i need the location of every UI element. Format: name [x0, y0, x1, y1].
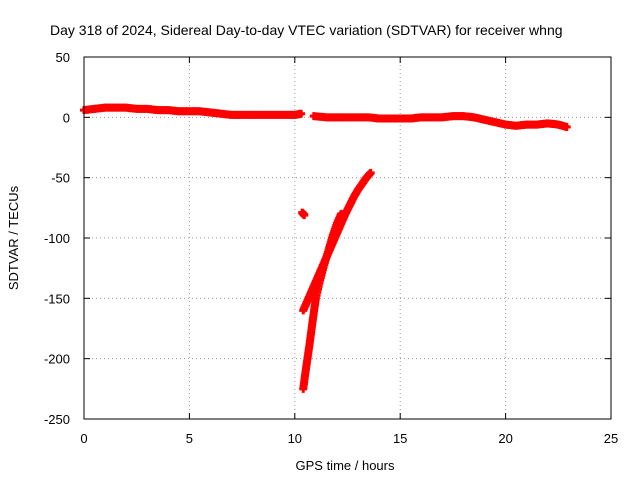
data-point: [300, 211, 309, 220]
x-tick-label: 0: [80, 431, 87, 446]
y-axis-label: SDTVAR / TECUs: [6, 185, 21, 290]
data-point: [337, 209, 346, 218]
y-tick-label: -250: [44, 412, 70, 427]
x-tick-label: 15: [393, 431, 407, 446]
series-group: [80, 103, 306, 119]
chart-title: Day 318 of 2024, Sidereal Day-to-day VTE…: [50, 22, 563, 38]
x-tick-label: 25: [604, 431, 618, 446]
x-tick-label: 10: [288, 431, 302, 446]
data-point: [562, 122, 571, 131]
plot-frame: [83, 56, 612, 420]
y-tick-label: 50: [56, 50, 70, 65]
series-group: [299, 209, 346, 393]
y-tick-label: 0: [63, 110, 70, 125]
series-group: [309, 112, 571, 131]
y-tick-label: -150: [44, 291, 70, 306]
x-axis-label: GPS time / hours: [296, 458, 395, 473]
x-tick-label: 5: [186, 431, 193, 446]
series-group: [299, 168, 375, 315]
y-tick-label: -50: [51, 171, 70, 186]
y-tick-label: -100: [44, 231, 70, 246]
data-point: [297, 109, 306, 118]
y-tick-label: -200: [44, 352, 70, 367]
series-group: [298, 208, 309, 220]
x-tick-label: 20: [498, 431, 512, 446]
data-points: [80, 103, 571, 393]
data-point: [366, 168, 375, 177]
